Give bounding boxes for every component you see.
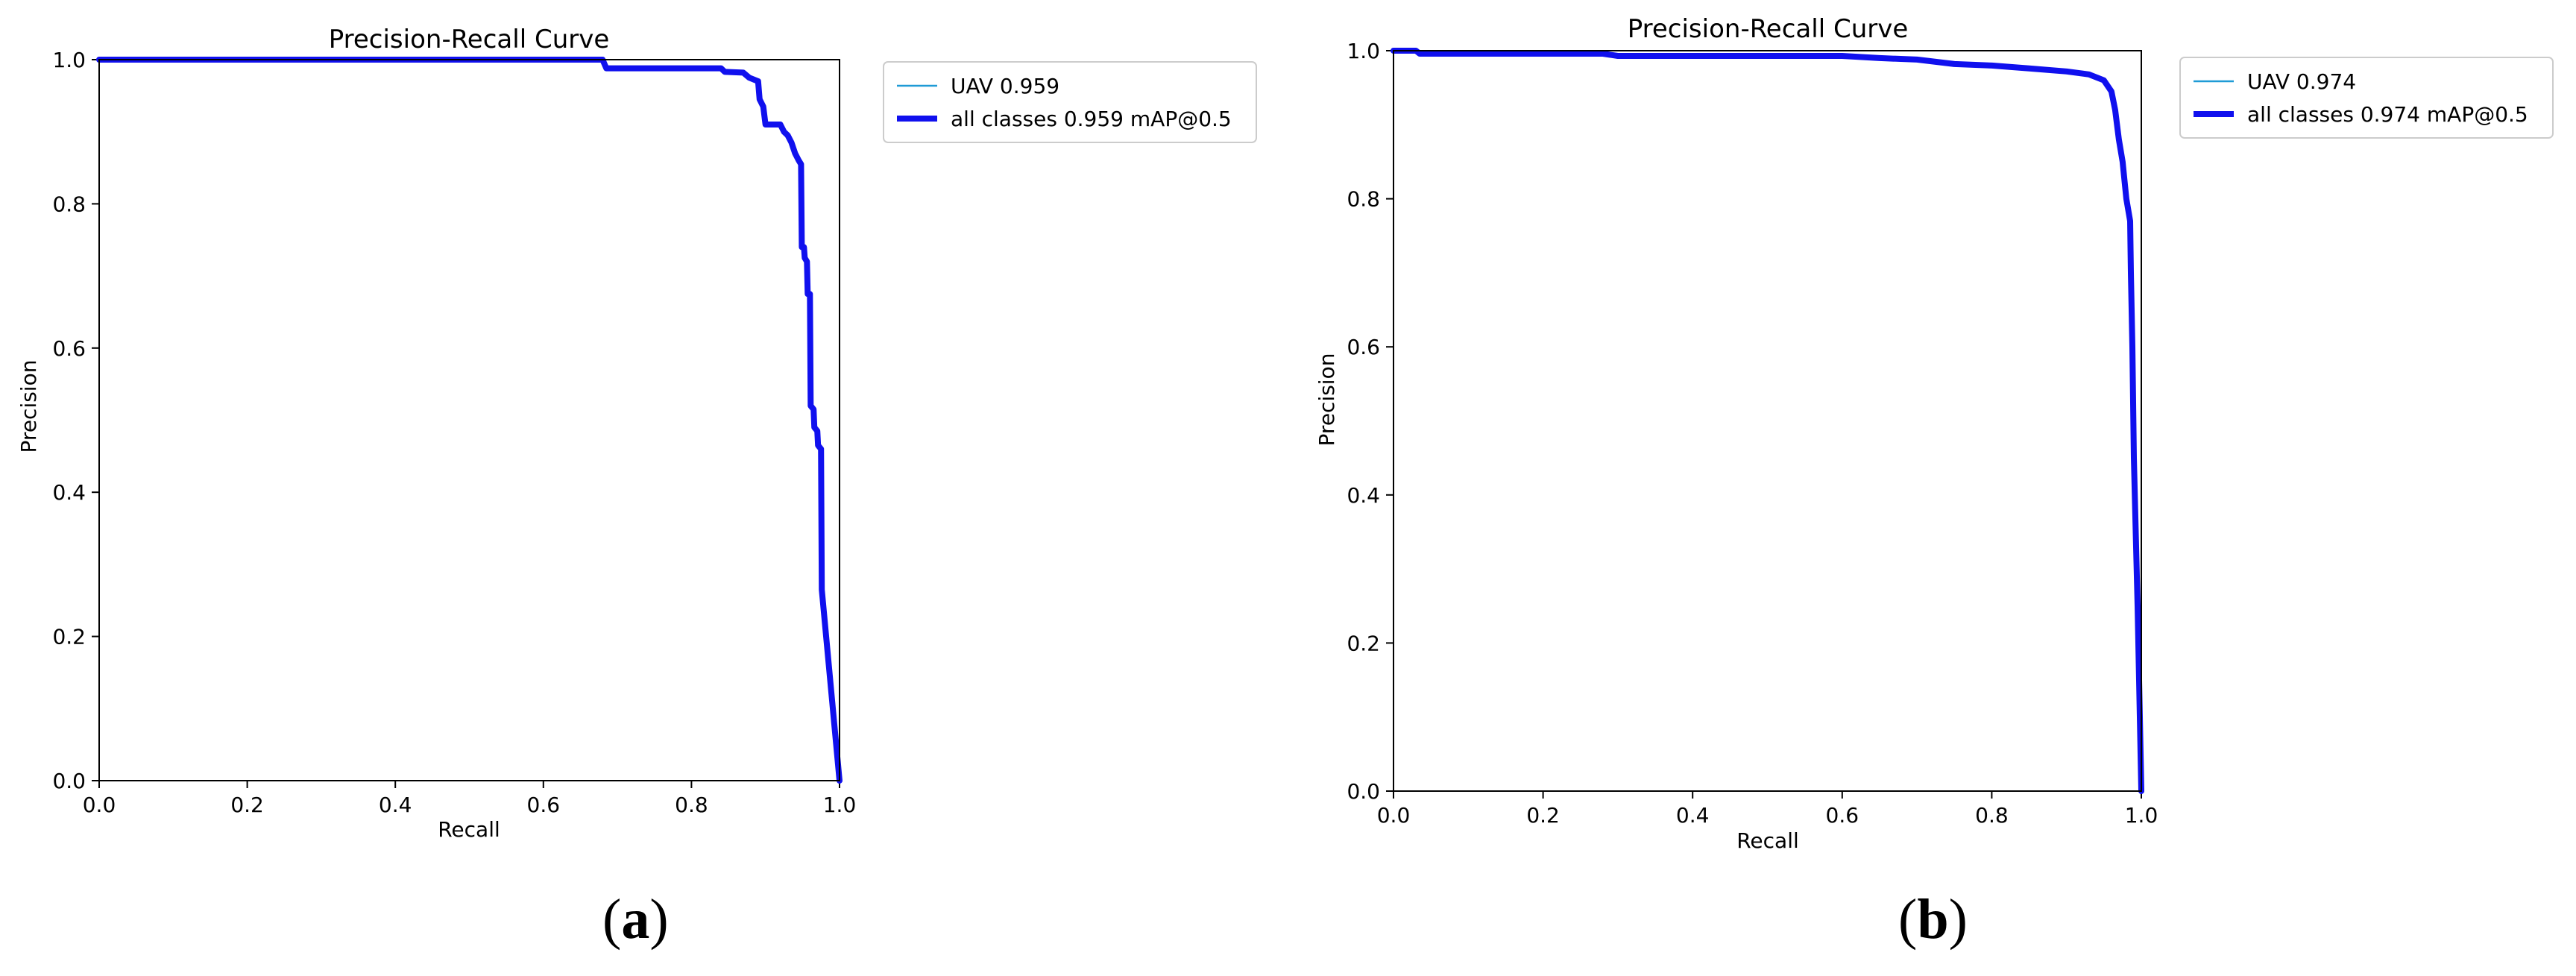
x-tick-label: 0.6 — [1826, 803, 1859, 828]
y-tick-label: 0.4 — [52, 480, 86, 505]
legend: UAV 0.974 all classes 0.974 mAP@0.5 — [2179, 57, 2554, 139]
ticks-group: 0.0 0.2 0.4 0.6 0.8 1.0 0.0 0.2 0.4 0.6 0.8 1.0 — [52, 48, 856, 817]
chart-panel-a: Precision-Recall Curve Precision Recall … — [16, 25, 1257, 842]
series-line-all-classes — [1391, 48, 2144, 794]
y-tick-label: 1.0 — [52, 48, 86, 72]
x-tick-label: 0.8 — [675, 793, 708, 817]
legend-label-all-classes: all classes 0.974 mAP@0.5 — [2247, 102, 2528, 127]
x-tick-label: 0.0 — [83, 793, 116, 817]
curves-group — [96, 57, 843, 784]
chart-title: Precision-Recall Curve — [1628, 14, 1909, 44]
y-tick-label: 0.0 — [52, 769, 86, 793]
x-tick-label: 0.0 — [1377, 803, 1411, 828]
y-tick-label: 0.0 — [1347, 779, 1380, 804]
chart-panel-b: Precision-Recall Curve Precision Recall … — [1314, 14, 2554, 853]
legend-box — [883, 61, 1257, 143]
plot-frame — [1393, 50, 2142, 792]
y-axis-label: Precision — [1314, 353, 1339, 447]
x-tick-label: 0.2 — [1526, 803, 1560, 828]
y-tick-label: 0.2 — [1347, 631, 1380, 655]
panel-label-a: (a) — [602, 888, 669, 951]
panel-label-b: (b) — [1898, 888, 1968, 951]
ticks-group: 0.0 0.2 0.4 0.6 0.8 1.0 0.0 0.2 0.4 0.6 0.8 1.0 — [1347, 39, 2158, 828]
y-axis-label-group: Precision — [16, 360, 41, 453]
y-tick-label: 0.8 — [52, 192, 86, 216]
y-tick-label: 1.0 — [1347, 39, 1380, 63]
x-tick-label: 0.4 — [1676, 803, 1710, 828]
series-line-uav — [1392, 49, 2143, 793]
y-axis-label-group: Precision — [1314, 353, 1339, 447]
y-tick-label: 0.8 — [1347, 187, 1380, 212]
y-axis-label: Precision — [16, 360, 41, 453]
legend-box — [2179, 57, 2554, 139]
x-tick-label: 1.0 — [823, 793, 857, 817]
y-tick-label: 0.6 — [1347, 335, 1380, 359]
x-tick-label: 0.6 — [527, 793, 561, 817]
x-tick-label: 0.2 — [230, 793, 264, 817]
curves-group — [1391, 48, 2144, 794]
panel-letter-a: a — [621, 888, 650, 951]
panel-letter-b: b — [1917, 888, 1949, 951]
x-axis-label: Recall — [1736, 828, 1799, 853]
x-tick-label: 1.0 — [2125, 803, 2158, 828]
x-tick-label: 0.8 — [1975, 803, 2009, 828]
legend: UAV 0.959 all classes 0.959 mAP@0.5 — [883, 61, 1257, 143]
legend-label-uav: UAV 0.959 — [951, 74, 1059, 98]
chart-title: Precision-Recall Curve — [329, 25, 610, 54]
x-tick-label: 0.4 — [379, 793, 412, 817]
series-line-uav — [98, 58, 841, 782]
legend-label-all-classes: all classes 0.959 mAP@0.5 — [951, 107, 1232, 131]
plot-frame — [98, 59, 840, 781]
legend-label-uav: UAV 0.974 — [2247, 69, 2356, 94]
y-tick-label: 0.2 — [52, 625, 86, 649]
y-tick-label: 0.4 — [1347, 483, 1380, 508]
y-tick-label: 0.6 — [52, 336, 86, 361]
series-line-all-classes — [96, 57, 843, 784]
x-axis-label: Recall — [438, 817, 500, 842]
